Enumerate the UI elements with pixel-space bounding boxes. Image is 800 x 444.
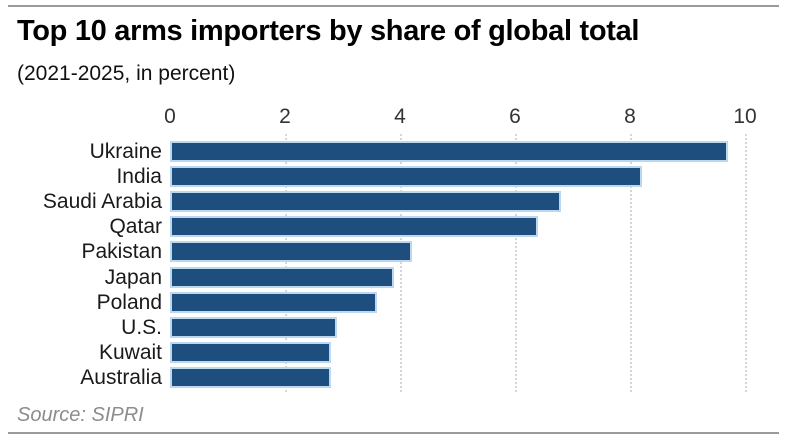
value-bar <box>170 266 395 288</box>
category-label: Pakistan <box>81 240 162 264</box>
category-label: Poland <box>96 290 162 314</box>
x-axis-tick-label: 4 <box>394 105 406 128</box>
value-bar <box>170 291 377 313</box>
value-bar <box>170 191 561 213</box>
x-axis-tick-label: 0 <box>164 105 176 128</box>
gridline <box>630 134 632 392</box>
bar-row: Saudi Arabia <box>0 189 800 214</box>
bar-row: Japan <box>0 264 800 289</box>
top-divider <box>8 5 779 7</box>
bar-row: Ukraine <box>0 139 800 164</box>
chart-subtitle: (2021-2025, in percent) <box>17 62 236 85</box>
gridlines <box>170 134 747 392</box>
gridline <box>285 134 287 392</box>
category-label: Ukraine <box>89 140 162 164</box>
category-label: Saudi Arabia <box>42 190 162 214</box>
gridline <box>400 134 402 392</box>
x-axis: 0 2 4 6 8 10 <box>164 104 757 130</box>
bar-row: Qatar <box>0 214 800 239</box>
bar-row: India <box>0 164 800 189</box>
value-bar <box>170 316 337 338</box>
gridline <box>745 134 747 392</box>
category-label: Kuwait <box>98 340 162 364</box>
value-bar <box>170 166 642 188</box>
category-label: Qatar <box>109 215 162 239</box>
chart-title: Top 10 arms importers by share of global… <box>17 15 640 47</box>
value-bar <box>170 216 538 238</box>
bottom-divider <box>8 432 779 434</box>
bar-row: Australia <box>0 365 800 390</box>
bar-row: U.S. <box>0 315 800 340</box>
category-label: Japan <box>104 265 162 289</box>
bar-row: Kuwait <box>0 340 800 365</box>
x-axis-tick-label: 10 <box>733 105 757 128</box>
category-label: Australia <box>80 365 162 389</box>
bar-row: Poland <box>0 290 800 315</box>
x-axis-tick-label: 2 <box>279 105 291 128</box>
category-label: U.S. <box>121 315 162 339</box>
x-axis-tick-label: 8 <box>624 105 636 128</box>
source-note: Source: SIPRI <box>17 404 144 426</box>
gridline <box>515 134 517 392</box>
value-bar <box>170 241 412 263</box>
value-bar <box>170 341 331 363</box>
value-bar <box>170 366 331 388</box>
category-label: India <box>116 165 162 189</box>
x-axis-tick-label: 6 <box>509 105 521 128</box>
value-bar <box>170 141 728 163</box>
bar-plot-area: Ukraine India Saudi Arabia Qatar Pakistan Jap… <box>0 139 800 390</box>
bar-row: Pakistan <box>0 239 800 264</box>
